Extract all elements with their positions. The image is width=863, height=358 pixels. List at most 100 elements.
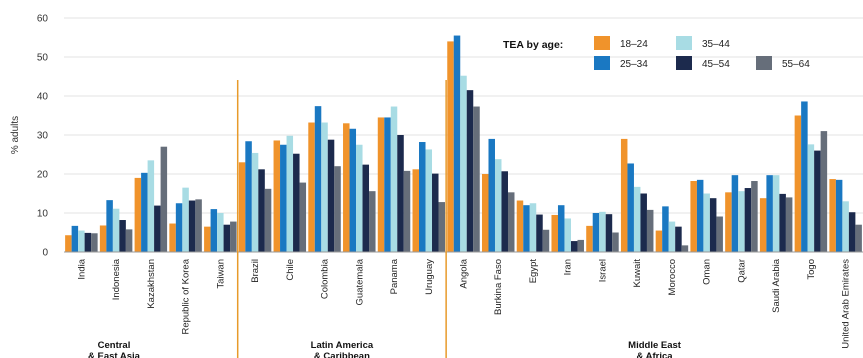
bar [134, 177, 142, 252]
bar [293, 153, 300, 252]
bar [772, 175, 780, 252]
bar [223, 224, 231, 252]
bar [343, 123, 350, 252]
bar [78, 230, 85, 252]
bars [65, 35, 862, 253]
bar [84, 232, 92, 252]
bar [564, 218, 571, 252]
bar [842, 201, 849, 252]
bar [848, 212, 856, 252]
bar [273, 140, 281, 252]
bar [655, 230, 663, 252]
bar [709, 198, 717, 252]
bar [759, 198, 767, 252]
region-label: & Africa [637, 351, 674, 358]
bar [599, 211, 606, 252]
bar [744, 188, 752, 252]
bar [592, 213, 600, 252]
bar [466, 90, 474, 253]
category-label: Brazil [250, 259, 261, 283]
bar [169, 223, 176, 252]
bar [91, 233, 98, 252]
bar [245, 141, 252, 252]
bar [488, 138, 495, 252]
category-label: Morocco [667, 259, 678, 295]
category-label: Chile [285, 259, 296, 281]
region-labels: Central& East Asia Latin America& Caribbe… [88, 340, 682, 358]
bar [175, 203, 183, 252]
category-label: Kuwait [632, 259, 643, 288]
legend-swatch [756, 56, 772, 70]
bar [432, 173, 439, 252]
region-label: Central [98, 340, 131, 351]
bar [516, 200, 524, 252]
legend-label: 55–64 [782, 59, 810, 70]
bar [501, 171, 508, 252]
bar [703, 193, 710, 252]
bar [751, 181, 758, 252]
bar [690, 181, 697, 252]
bar [494, 159, 502, 252]
bar [829, 179, 836, 252]
bar [507, 192, 515, 252]
bar [453, 35, 461, 252]
y-axis-ticks: 0 10 20 30 40 50 60 [37, 14, 49, 259]
category-label: Uruguay [424, 259, 435, 295]
bar [807, 144, 815, 252]
legend-label: 25–34 [620, 59, 648, 70]
bar [481, 174, 489, 252]
category-label: Colombia [320, 258, 331, 299]
category-label: India [76, 258, 87, 279]
bar [605, 214, 613, 252]
bar [675, 226, 682, 252]
bar [112, 208, 120, 252]
bar [147, 160, 155, 252]
legend: TEA by age: 18–24 25–34 35–44 45–54 55–64 [503, 36, 810, 70]
bar [154, 205, 161, 252]
legend-swatch [594, 56, 610, 70]
bar [551, 214, 558, 252]
bar [529, 203, 537, 252]
bar [766, 175, 773, 252]
y-tick-label: 50 [37, 53, 49, 64]
bar [217, 213, 224, 252]
category-label: Guatemala [354, 258, 365, 305]
bar [662, 206, 669, 252]
legend-label: 45–54 [702, 59, 730, 70]
bar [696, 179, 704, 252]
legend-swatch [676, 36, 692, 50]
category-label: Indonesia [111, 258, 122, 300]
bar [321, 122, 328, 253]
category-label: United Arab Emirates [841, 259, 852, 349]
bar [390, 106, 398, 252]
bar [447, 41, 454, 253]
bar [419, 142, 426, 252]
bar [570, 241, 578, 252]
bar [668, 221, 676, 252]
legend-title: TEA by age: [503, 39, 563, 51]
legend-label: 35–44 [702, 39, 730, 50]
bar [785, 197, 793, 252]
region-dividers [236, 80, 447, 358]
bar [640, 193, 647, 252]
bar [356, 144, 363, 252]
bar [195, 199, 202, 252]
category-label: Republic of Korea [181, 258, 192, 334]
bar [210, 209, 218, 252]
bar [577, 239, 584, 252]
bar [731, 175, 739, 252]
category-label: Egypt [528, 259, 539, 284]
bar [119, 220, 126, 252]
bar [308, 122, 315, 253]
category-label: Togo [806, 259, 817, 280]
category-label: Kazakhstan [146, 259, 157, 309]
bar [299, 182, 307, 252]
bar [438, 202, 446, 252]
legend-swatch [676, 56, 692, 70]
bar [814, 150, 821, 252]
bar [238, 162, 246, 252]
bar [557, 205, 565, 252]
bar [620, 138, 628, 252]
bar [536, 214, 543, 252]
category-labels: India Indonesia Kazakhstan Republic of Kore… [76, 258, 851, 348]
